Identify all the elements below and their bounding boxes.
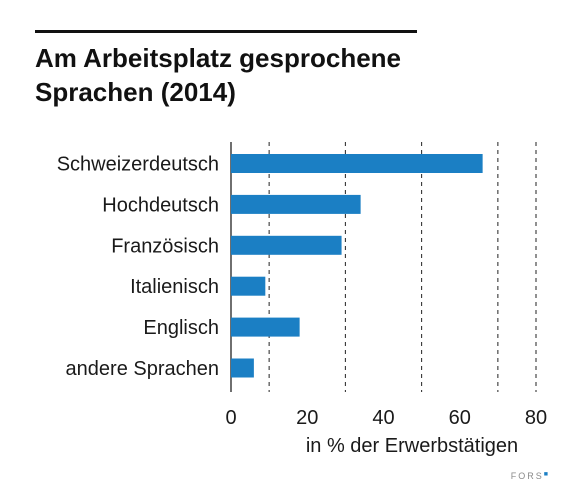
chart-title-line-1: Am Arbeitsplatz gesprochene: [35, 43, 402, 73]
category-label: Schweizerdeutsch: [57, 154, 219, 176]
x-tick-label: 0: [225, 407, 236, 429]
bar: [231, 317, 300, 337]
category-label: Französisch: [111, 235, 219, 257]
bar: [231, 235, 342, 255]
bar: [231, 194, 361, 214]
category-label: andere Sprachen: [66, 358, 219, 380]
bar: [231, 358, 254, 378]
x-tick-label: 80: [525, 407, 547, 429]
title-rule: [35, 30, 417, 33]
category-label: Englisch: [143, 317, 219, 339]
category-label: Italienisch: [130, 276, 219, 298]
chart-title-line-2: Sprachen (2014): [35, 77, 236, 107]
credit-square-icon: ■: [543, 471, 550, 478]
chart-title: Am Arbeitsplatz gesprochene Sprachen (20…: [35, 41, 475, 109]
source-credit-text: FORS: [510, 471, 544, 481]
bar: [231, 276, 266, 296]
category-label: Hochdeutsch: [102, 194, 219, 216]
x-tick-label: 20: [296, 407, 318, 429]
x-tick-label: 60: [449, 407, 471, 429]
bar: [231, 154, 483, 173]
source-credit: FORS■: [511, 471, 550, 481]
x-axis-label: in % der Erwerbstätigen: [306, 435, 518, 457]
x-tick-label: 40: [372, 407, 394, 429]
